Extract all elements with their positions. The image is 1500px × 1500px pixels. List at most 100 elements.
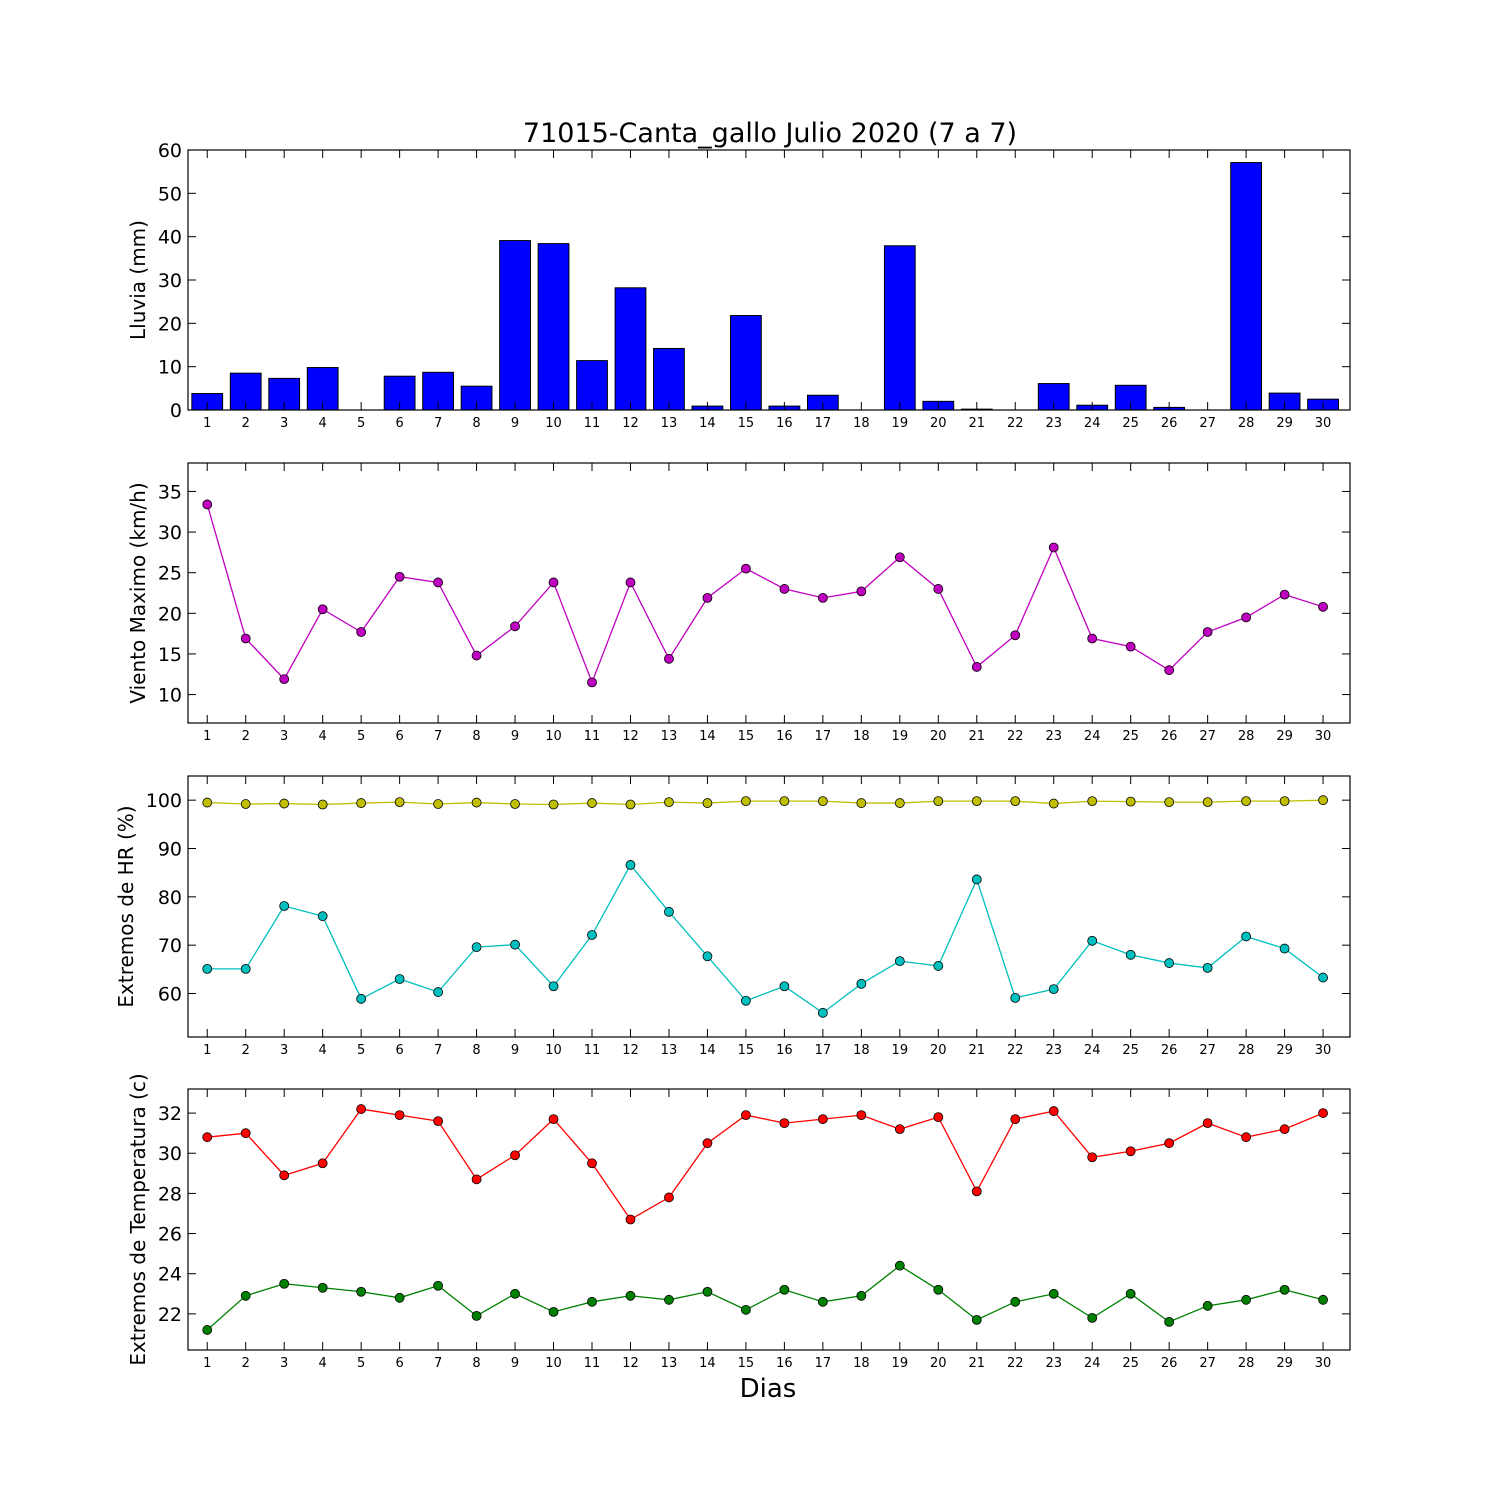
x-tick-label: 3 <box>280 1356 288 1371</box>
x-tick-label: 17 <box>815 1356 832 1371</box>
point-s2-day-6 <box>394 1292 405 1303</box>
point-s2-day-23 <box>1048 984 1059 995</box>
y-tick-label: 24 <box>158 1264 182 1286</box>
x-tick-label: 12 <box>622 1043 639 1058</box>
x-tick-label: 13 <box>661 1356 678 1371</box>
y-tick-label: 25 <box>158 563 182 585</box>
x-tick-label: 2 <box>242 729 250 744</box>
point-s1-day-8 <box>471 650 482 661</box>
point-s2-day-7 <box>433 987 443 997</box>
point-s2-day-17 <box>817 1296 828 1307</box>
x-tick-label: 17 <box>815 729 832 744</box>
point-s1-day-30 <box>1318 601 1328 612</box>
point-s1-day-18 <box>856 586 867 597</box>
point-s1-day-3 <box>279 1170 290 1181</box>
point-s1-day-25 <box>1125 1146 1136 1157</box>
point-s1-day-7 <box>433 799 443 809</box>
x-tick-label: 11 <box>584 1043 601 1058</box>
x-tick-label: 11 <box>584 1356 601 1371</box>
point-s1-day-20 <box>933 1112 944 1123</box>
x-tick-label: 20 <box>930 729 947 744</box>
bar-day-12 <box>614 287 647 411</box>
series-line-2 <box>206 1264 1324 1331</box>
bar-day-13 <box>653 347 685 411</box>
x-tick-label: 18 <box>853 729 870 744</box>
point-s2-day-4 <box>317 911 328 922</box>
x-tick-label: 12 <box>622 416 639 431</box>
x-tick-label: 9 <box>511 1043 519 1058</box>
point-s2-day-12 <box>625 1290 636 1301</box>
x-tick-label: 26 <box>1161 1356 1178 1371</box>
point-s2-day-2 <box>240 963 251 974</box>
point-s1-day-11 <box>587 798 597 808</box>
point-s1-day-19 <box>894 552 905 563</box>
y-tick-label: 22 <box>158 1304 182 1326</box>
point-s1-day-7 <box>433 577 443 588</box>
point-s1-day-24 <box>1087 796 1098 807</box>
x-tick-label: 7 <box>434 729 442 744</box>
point-s2-day-5 <box>356 1286 367 1297</box>
x-tick-label: 26 <box>1161 416 1178 431</box>
x-tick-label: 29 <box>1276 729 1293 744</box>
point-s2-day-12 <box>625 860 636 870</box>
point-s2-day-25 <box>1125 949 1136 960</box>
point-s1-day-15 <box>741 563 751 574</box>
x-tick-label: 17 <box>815 1043 832 1058</box>
point-s1-day-9 <box>510 799 520 809</box>
point-s1-day-26 <box>1164 797 1175 807</box>
x-tick-label: 21 <box>969 1356 986 1371</box>
x-tick-label: 28 <box>1238 1356 1255 1371</box>
point-s1-day-20 <box>933 796 944 807</box>
x-tick-label: 2 <box>242 1356 250 1371</box>
x-tick-label: 14 <box>699 1043 716 1058</box>
point-s2-day-28 <box>1241 1294 1252 1305</box>
point-s1-day-21 <box>971 662 982 672</box>
point-s1-day-29 <box>1279 589 1290 600</box>
point-s1-day-12 <box>625 577 636 588</box>
x-tick-label: 13 <box>661 729 678 744</box>
x-tick-label: 25 <box>1122 1356 1139 1371</box>
x-tick-label: 14 <box>699 729 716 744</box>
x-tick-label: 8 <box>472 1043 480 1058</box>
series-line-1 <box>206 504 1324 685</box>
x-tick-label: 5 <box>357 1043 365 1058</box>
x-tick-label: 10 <box>545 1043 562 1058</box>
x-tick-label: 23 <box>1045 1043 1062 1058</box>
point-s2-day-5 <box>356 993 367 1004</box>
point-s2-day-8 <box>471 1310 482 1321</box>
y-tick-label: 15 <box>158 644 182 666</box>
point-s2-day-30 <box>1318 1294 1328 1305</box>
x-tick-label: 1 <box>203 416 211 431</box>
point-s2-day-15 <box>741 995 751 1006</box>
y-tick-label: 100 <box>146 790 182 812</box>
point-s1-day-15 <box>741 796 751 807</box>
point-s1-day-8 <box>471 797 482 808</box>
point-s1-day-15 <box>741 1110 751 1120</box>
x-tick-label: 5 <box>357 729 365 744</box>
point-s1-day-10 <box>548 577 559 588</box>
point-s2-day-11 <box>587 1296 597 1307</box>
x-tick-label: 11 <box>584 729 601 744</box>
point-s2-day-8 <box>471 942 482 952</box>
y-tick-label: 30 <box>158 522 182 544</box>
point-s2-day-1 <box>202 963 213 974</box>
point-s1-day-16 <box>779 796 790 807</box>
point-s1-day-13 <box>664 797 674 807</box>
point-s2-day-4 <box>317 1282 328 1293</box>
point-s1-day-18 <box>856 798 867 808</box>
y-tick-label: 26 <box>158 1224 182 1246</box>
x-axis-label: Dias <box>740 1374 797 1404</box>
point-s2-day-29 <box>1279 1284 1290 1295</box>
y-axis-label: Viento Maximo (km/h) <box>126 482 150 703</box>
x-tick-label: 11 <box>584 416 601 431</box>
x-tick-label: 10 <box>545 1356 562 1371</box>
x-tick-label: 17 <box>815 416 832 431</box>
point-s1-day-28 <box>1241 796 1252 807</box>
point-s1-day-2 <box>240 799 251 809</box>
y-tick-label: 30 <box>158 270 182 292</box>
x-tick-label: 7 <box>434 1043 442 1058</box>
point-s2-day-26 <box>1164 1316 1175 1327</box>
x-tick-label: 29 <box>1276 1043 1293 1058</box>
x-tick-label: 15 <box>738 1356 755 1371</box>
